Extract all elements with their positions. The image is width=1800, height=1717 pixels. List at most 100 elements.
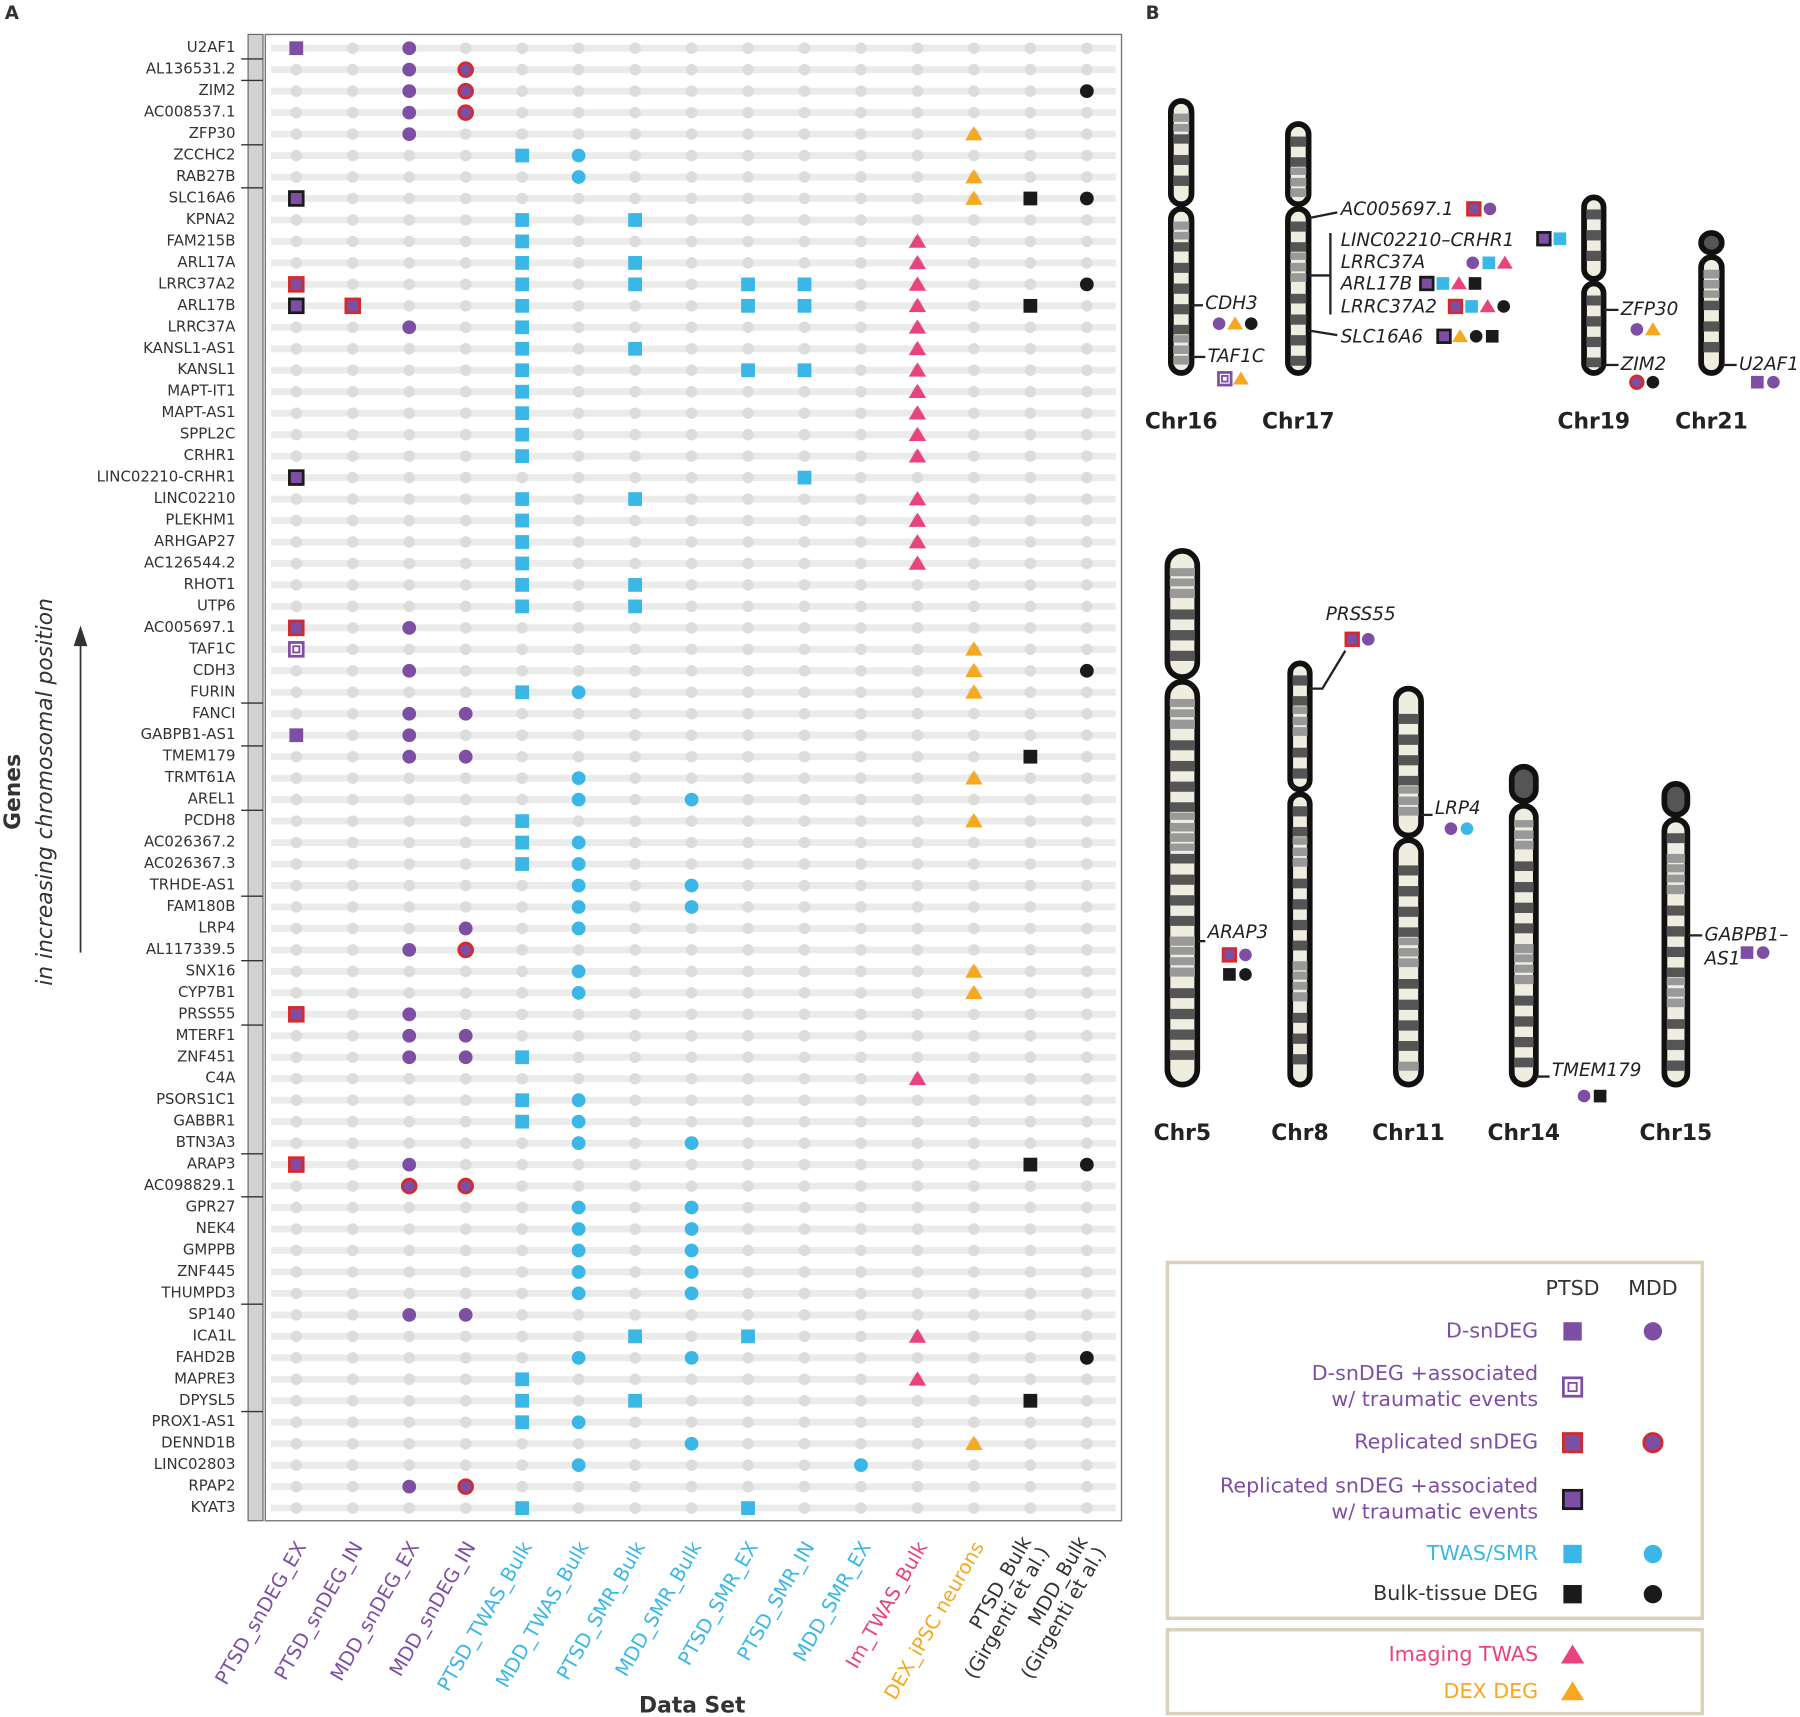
circle (571, 1200, 586, 1215)
triangle (1560, 1644, 1585, 1664)
empty-dot (347, 85, 359, 97)
empty-dot (347, 965, 359, 978)
empty-dot (685, 1051, 698, 1063)
empty-dot (403, 1094, 415, 1106)
empty-dot (1024, 1223, 1037, 1235)
empty-dot (855, 600, 867, 613)
symbol (741, 298, 755, 313)
empty-dot (685, 428, 698, 441)
empty-dot (798, 922, 811, 935)
empty-dot (403, 1201, 415, 1214)
empty-dot (855, 901, 867, 913)
square (1436, 277, 1450, 290)
empty-dot (290, 1266, 303, 1278)
empty-dot (798, 514, 811, 527)
empty-dot (1081, 793, 1093, 806)
legend-box (1165, 1260, 1704, 1621)
chromosome-band (1169, 843, 1195, 851)
symbol (515, 685, 530, 700)
empty-dot (516, 1309, 528, 1321)
circle (458, 706, 473, 721)
symbol (457, 1177, 474, 1195)
empty-dot (629, 686, 641, 699)
empty-dot (855, 665, 867, 677)
chromosome-label: Chr19 (1557, 409, 1630, 434)
square (515, 406, 530, 421)
empty-dot (459, 1416, 472, 1428)
chromosome-band (1666, 853, 1686, 863)
empty-dot (290, 600, 303, 613)
empty-dot (911, 1437, 924, 1450)
empty-dot (685, 278, 698, 291)
empty-dot (459, 643, 472, 656)
empty-dot (403, 1223, 415, 1235)
empty-dot (855, 536, 867, 548)
square (344, 297, 362, 315)
gene-label: AC098829.1 (144, 1176, 235, 1194)
empty-dot (347, 514, 359, 527)
empty-dot (290, 407, 303, 419)
empty-dot (1081, 708, 1093, 720)
empty-dot (459, 450, 472, 462)
empty-dot (1081, 901, 1093, 913)
chromosome-band (1586, 316, 1602, 327)
empty-dot (516, 471, 528, 484)
empty-dot (968, 1158, 980, 1171)
empty-dot (290, 1287, 303, 1300)
empty-dot (572, 257, 585, 269)
symbol (741, 363, 755, 378)
empty-dot (798, 901, 811, 913)
empty-dot (798, 1244, 811, 1257)
empty-dot (855, 1180, 867, 1192)
empty-dot (798, 493, 811, 505)
chromosome-band (1292, 747, 1308, 758)
empty-dot (347, 1437, 359, 1450)
symbol (684, 1200, 699, 1215)
empty-dot (685, 1459, 698, 1471)
empty-dot (968, 1094, 980, 1106)
empty-dot (403, 343, 415, 355)
symbol (965, 684, 983, 699)
empty-dot (798, 1051, 811, 1063)
symbol (908, 233, 927, 248)
empty-dot (855, 1330, 867, 1343)
empty-dot (347, 836, 359, 849)
square (515, 492, 530, 506)
empty-dot (290, 1437, 303, 1450)
empty-dot (290, 557, 303, 570)
empty-dot (290, 257, 303, 269)
gene-label: MAPT-AS1 (161, 403, 235, 421)
gene-label: TRMT61A (164, 768, 236, 786)
empty-dot (347, 750, 359, 763)
symbol (1466, 201, 1482, 217)
chromosome-band (1292, 1054, 1308, 1065)
empty-dot (403, 1416, 415, 1428)
empty-dot (516, 772, 528, 784)
gene-label: FAM180B (167, 897, 236, 915)
empty-dot (798, 171, 811, 183)
symbol (965, 770, 983, 785)
square (628, 599, 642, 614)
empty-dot (459, 1223, 472, 1235)
empty-dot (742, 1051, 754, 1063)
empty-dot (911, 965, 924, 978)
triangle (965, 684, 983, 699)
circle (1643, 1322, 1663, 1341)
empty-dot (290, 793, 303, 806)
empty-dot (798, 149, 811, 162)
empty-dot (685, 514, 698, 527)
square (1751, 375, 1764, 389)
empty-dot (742, 63, 754, 76)
empty-dot (855, 858, 867, 870)
empty-dot (685, 1330, 698, 1343)
square (515, 1050, 530, 1065)
empty-dot (855, 1223, 867, 1235)
symbol (908, 534, 927, 549)
circle (458, 921, 473, 936)
empty-dot (968, 557, 980, 570)
chromosome-label: Chr15 (1640, 1121, 1713, 1146)
empty-dot (629, 450, 641, 462)
empty-dot (798, 1480, 811, 1493)
chromosome-label: Chr17 (1262, 409, 1335, 434)
gene-label: ARHGAP27 (154, 532, 235, 550)
